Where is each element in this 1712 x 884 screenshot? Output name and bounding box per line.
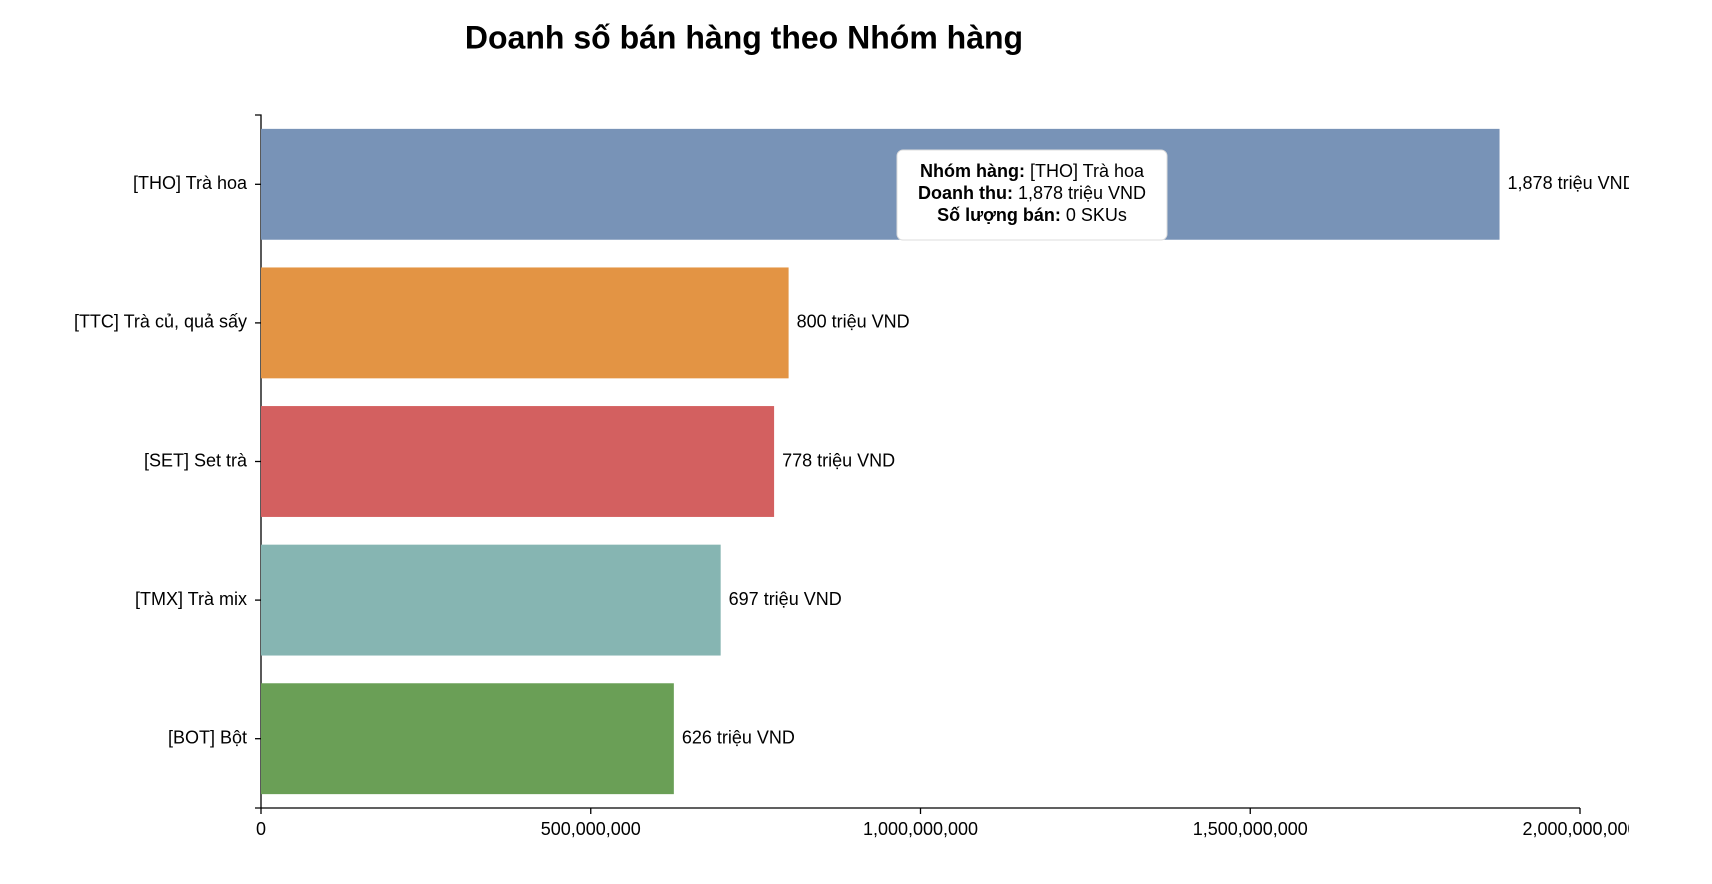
x-tick-label: 1,500,000,000 <box>1193 819 1308 839</box>
value-label: 1,878 triệu VND <box>1508 173 1636 193</box>
bar <box>261 406 775 517</box>
y-tick-label: [TTC] Trà củ, quả sấy <box>74 312 247 332</box>
tooltip-label: Doanh thu: <box>918 183 1013 203</box>
plot-area: 0 500,000,000 1,000,000,000 1,500,000,000 2,… <box>74 114 1637 839</box>
tooltip-label: Nhóm hàng: <box>920 161 1025 181</box>
value-label: 626 triệu VND <box>682 727 795 747</box>
tooltip-value: 1,878 triệu VND <box>1018 183 1146 203</box>
y-tick-label: [THO] Trà hoa <box>133 173 248 193</box>
bar <box>261 683 674 795</box>
tooltip-row: Doanh thu: 1,878 triệu VND <box>918 183 1146 203</box>
bar <box>261 128 1500 240</box>
y-tick-label: [SET] Set trà <box>144 450 248 470</box>
bar <box>261 544 721 656</box>
y-tick-label: [BOT] Bột <box>168 727 247 747</box>
x-tick-label: 1,000,000,000 <box>863 819 978 839</box>
value-label: 778 triệu VND <box>782 450 895 470</box>
tooltip-value: 0 SKUs <box>1066 205 1127 225</box>
bar <box>261 267 789 379</box>
tooltip-value: [THO] Trà hoa <box>1030 161 1145 181</box>
tooltip-label: Số lượng bán: <box>937 205 1061 225</box>
tooltip-row: Số lượng bán: 0 SKUs <box>937 205 1127 225</box>
tooltip-box <box>896 149 1168 241</box>
y-tick-label: [TMX] Trà mix <box>135 589 247 609</box>
value-label: 697 triệu VND <box>729 589 842 609</box>
x-tick-label: 500,000,000 <box>541 819 641 839</box>
x-tick-label: 0 <box>256 819 266 839</box>
value-label: 800 triệu VND <box>797 312 910 332</box>
tooltip-row: Nhóm hàng: [THO] Trà hoa <box>920 161 1145 181</box>
chart-title: Doanh số bán hàng theo Nhóm hàng <box>465 19 1023 55</box>
x-tick-label: 2,000,000,000 <box>1522 819 1637 839</box>
